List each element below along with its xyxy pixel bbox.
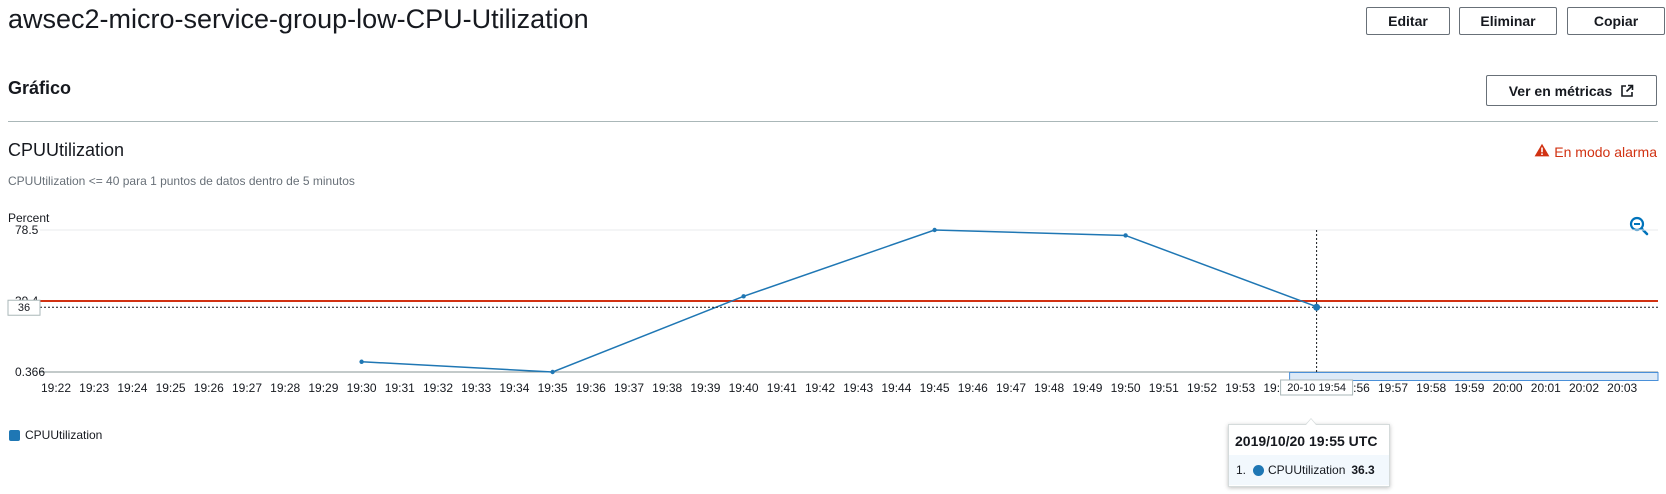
x-tick-label: 19:46 [958,381,988,395]
tooltip-time: 2019/10/20 19:55 UTC [1235,433,1378,449]
x-tick-label: 19:30 [347,381,377,395]
x-tick-label: 19:40 [729,381,759,395]
x-tick-label: 19:47 [996,381,1026,395]
hover-point [1313,303,1321,311]
graph-section-title: Gráfico [8,78,72,98]
x-tick-label: 19:22 [41,381,71,395]
copy-button[interactable]: Copiar [1567,7,1665,35]
metric-title: CPUUtilization [8,140,125,160]
tooltip-series-name: CPUUtilization [1268,463,1346,477]
x-tick-label: 19:42 [805,381,835,395]
x-tick-label: 19:49 [1072,381,1102,395]
x-tick-label: 19:44 [881,381,911,395]
legend-swatch [9,429,20,441]
page-title: awsec2-micro-service-group-low-CPU-Utili… [8,4,589,34]
x-tick-label: 20:02 [1569,381,1599,395]
x-tick-label: 19:26 [194,381,224,395]
tooltip-row: 1. CPUUtilization 36.3 [1229,455,1389,485]
chart-legend: CPUUtilization [9,428,102,442]
legend-label: CPUUtilization [25,428,103,442]
alarm-condition: CPUUtilization <= 40 para 1 puntos de da… [8,174,355,188]
x-tick-label: 19:32 [423,381,453,395]
view-in-metrics-label: Ver en métricas [1508,82,1613,99]
x-tick-label: 19:53 [1225,381,1255,395]
x-tick-label: 19:31 [385,381,415,395]
external-link-icon [1620,84,1634,98]
y-axis-label: Percent [8,211,50,225]
alarm-state-label: En modo alarma [1554,143,1657,160]
x-tick-label: 20:01 [1531,381,1561,395]
data-point [550,369,555,375]
delete-button[interactable]: Eliminar [1459,7,1557,35]
data-point [741,294,746,299]
x-tick-label: 19:52 [1187,381,1217,395]
x-tick-label: 19:48 [1034,381,1064,395]
tooltip-series-dot [1253,464,1265,476]
x-tick-label: 19:57 [1378,381,1408,395]
tooltip-value: 36.3 [1351,463,1375,477]
x-tick-label: 19:50 [1111,381,1141,395]
hover-x-label: 20-10 19:54 [1287,382,1346,394]
data-point [359,359,364,364]
x-tick-label: 19:59 [1454,381,1484,395]
warning-icon [1534,143,1550,160]
x-tick-label: 19:27 [232,381,262,395]
series-line [361,229,1317,373]
hover-x-label-box [1280,379,1354,396]
hover-y-label: 36 [18,302,30,314]
data-point [1123,233,1128,238]
x-tick-label: 19:39 [690,381,720,395]
tooltip-index: 1. [1236,463,1247,477]
x-tick-label: 19:24 [117,381,147,395]
cpu-utilization-chart[interactable]: 78.539.40.366 19:2219:2319:2419:2519:261… [0,225,1666,425]
view-in-metrics-button[interactable]: Ver en métricas [1486,75,1657,106]
alarm-state-badge: En modo alarma [1534,143,1657,160]
y-tick-label: 78.5 [15,225,39,237]
section-divider [8,121,1658,122]
x-tick-label: 19:33 [461,381,491,395]
x-tick-label: 19:34 [499,381,529,395]
x-tick-label: 20:00 [1493,381,1523,395]
x-tick-label: 19:35 [538,381,568,395]
x-tick-label: 20:03 [1607,381,1637,395]
x-tick-label: 19:36 [576,381,606,395]
x-tick-label: 19:28 [270,381,300,395]
x-tick-label: 19:41 [767,381,797,395]
x-tick-label: 19:58 [1416,381,1446,395]
hover-range-box [1289,372,1659,381]
x-tick-label: 19:29 [308,381,338,395]
chart-tooltip: 2019/10/20 19:55 UTC 1. CPUUtilization 3… [1228,418,1390,487]
edit-button[interactable]: Editar [1366,7,1450,35]
x-tick-label: 19:38 [652,381,682,395]
x-tick-label: 19:37 [614,381,644,395]
y-tick-label: 0.366 [15,365,45,379]
x-tick-label: 19:45 [920,381,950,395]
x-tick-label: 19:51 [1149,381,1179,395]
x-tick-label: 19:23 [79,381,109,395]
x-tick-label: 19:43 [843,381,873,395]
data-point [932,227,937,233]
x-tick-label: 19:25 [156,381,186,395]
hover-y-label-box [7,299,41,316]
